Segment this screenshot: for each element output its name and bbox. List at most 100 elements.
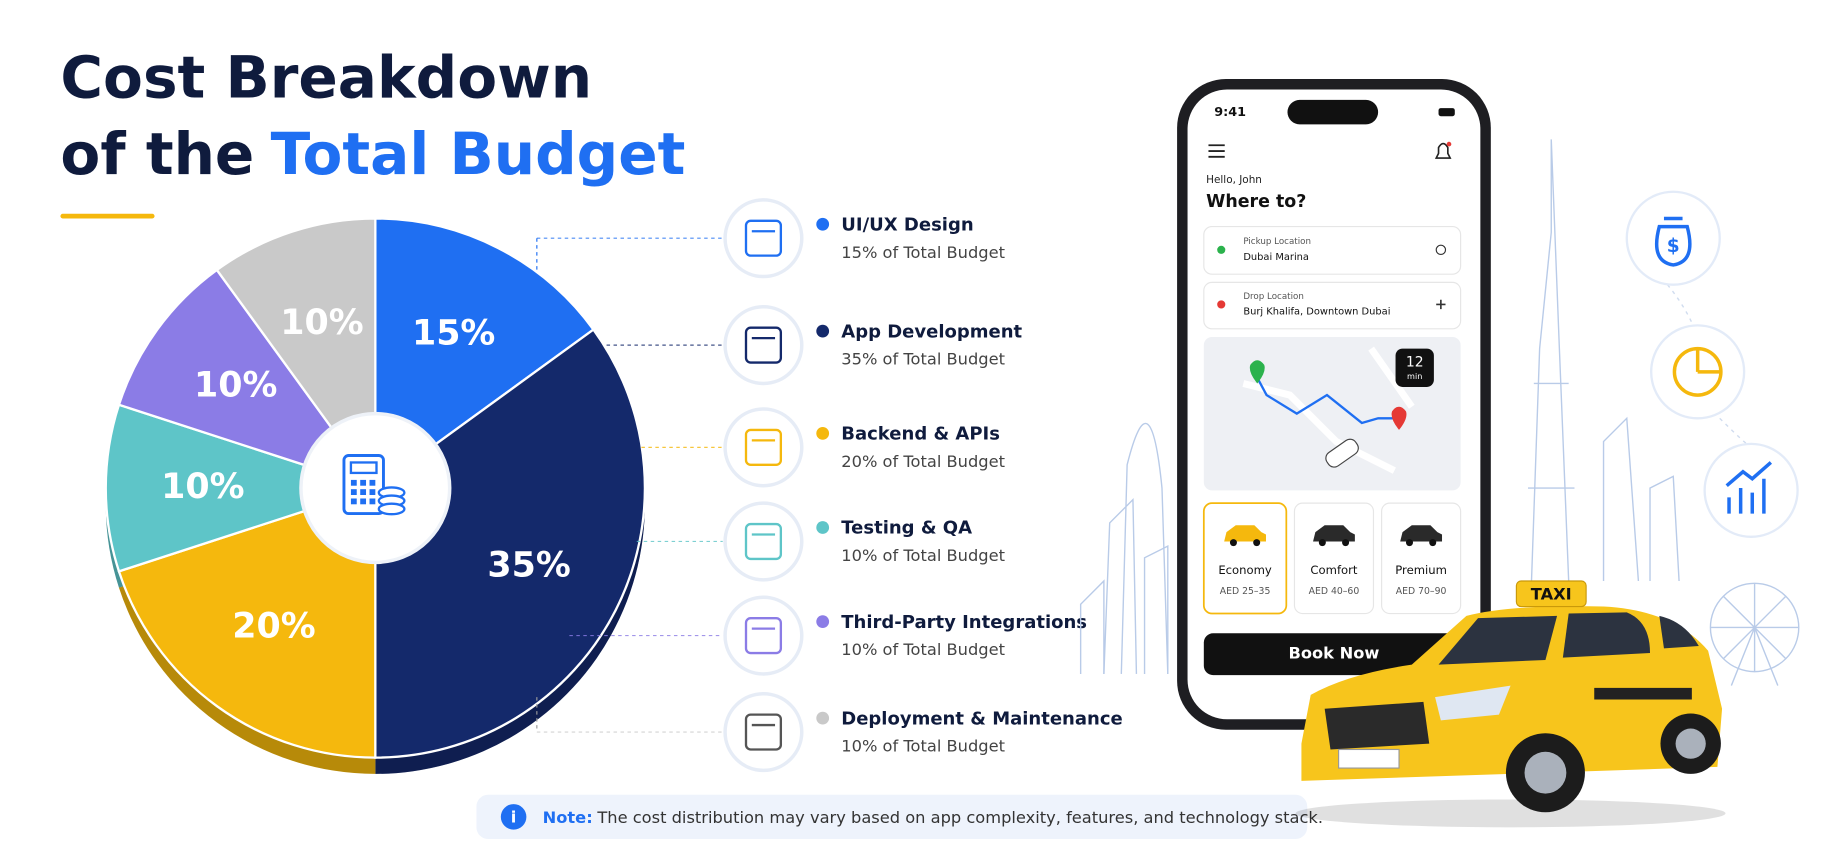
- taxi: TAXI: [1295, 580, 1726, 828]
- slice: [104, 403, 380, 573]
- legend-description: 35% of Total Budget: [841, 350, 1005, 369]
- notification-dot: [1446, 141, 1452, 147]
- ride-car-wheel: [1429, 539, 1437, 547]
- pie-icon-lines: [1695, 348, 1721, 374]
- taxi-sign-label: TAXI: [1531, 584, 1572, 603]
- legend-icon-circle: [723, 198, 804, 279]
- slice: [215, 217, 377, 492]
- headlight: [1435, 685, 1511, 721]
- ride-car-wheel: [1253, 539, 1261, 547]
- drop-card[interactable]: [1203, 281, 1462, 330]
- book-button[interactable]: [1203, 633, 1476, 676]
- money-bag-icon: [1654, 216, 1692, 267]
- legend-dot: [816, 427, 830, 440]
- ride-car-wheel: [1229, 539, 1237, 547]
- map-roads: [1242, 346, 1415, 474]
- locate-icon[interactable]: [1435, 244, 1447, 256]
- map-car: [1325, 438, 1359, 468]
- ride-price: AED 70–90: [1396, 586, 1447, 597]
- legend-description: 10% of Total Budget: [841, 640, 1005, 659]
- legend-icon-circle: [723, 305, 804, 386]
- ride-car-icon: [1313, 525, 1355, 542]
- legend-dot: [816, 324, 830, 338]
- slice-label: 35%: [487, 545, 570, 585]
- legend-label: Testing & QA: [841, 518, 972, 539]
- start-pin: [1249, 360, 1265, 384]
- calculator-screen: [349, 461, 378, 475]
- legend-description: 20% of Total Budget: [841, 452, 1005, 471]
- menu-icon[interactable]: [1208, 144, 1225, 158]
- calculator-key: [369, 489, 376, 496]
- ferris-spokes: [1710, 583, 1799, 686]
- calculator-key: [350, 498, 357, 505]
- legend-icon-circle: [723, 691, 804, 773]
- taxi-sign: [1515, 580, 1587, 608]
- legend-label: Third-Party Integrations: [841, 612, 1087, 633]
- legend-label: Deployment & Maintenance: [841, 708, 1122, 729]
- legend-label: Backend & APIs: [841, 424, 1000, 445]
- legend-icon: [744, 219, 783, 257]
- eta-bubble: [1395, 348, 1434, 387]
- phone: 9:41 Hello, John Where to? Pickup Locati…: [1177, 79, 1491, 730]
- checker-stripe: [1594, 687, 1692, 700]
- bell-icon[interactable]: [1434, 142, 1452, 159]
- ride-price: AED 40–60: [1309, 586, 1360, 597]
- pickup-card[interactable]: [1203, 226, 1462, 275]
- ride-car-wheel: [1318, 539, 1326, 547]
- legend-icon: [744, 522, 783, 561]
- title-prefix: of the: [60, 120, 254, 188]
- ride-car-icon: [1400, 525, 1443, 542]
- slice-label: 10%: [280, 303, 363, 343]
- ride-car-wheel: [1342, 539, 1350, 547]
- license-plate: [1338, 748, 1400, 769]
- side-icons: $: [1625, 190, 1799, 538]
- legend-icon: [744, 326, 783, 364]
- calculator-key: [360, 489, 367, 496]
- ride-card[interactable]: [1381, 502, 1462, 615]
- icon-circle: [1625, 190, 1721, 286]
- growth-icon: [1725, 461, 1773, 514]
- legend-icon: [744, 428, 783, 466]
- building: [1079, 545, 1169, 674]
- legend-label: UI/UX Design: [841, 214, 973, 235]
- title-line-1: Cost Breakdown: [60, 43, 592, 111]
- taxi-grille: [1324, 701, 1430, 750]
- title-underline: [60, 213, 155, 219]
- ride-card[interactable]: [1293, 502, 1375, 615]
- calculator-icon: [342, 454, 385, 516]
- slice-label: 10%: [194, 366, 277, 406]
- legend-dot: [816, 711, 830, 725]
- ride-car-wheel: [1406, 539, 1413, 547]
- slice-label: 20%: [232, 607, 315, 647]
- slice: [117, 268, 379, 491]
- ride-options: Economy AED 25–35 Comfort AED 40–60 Premium A…: [1202, 502, 1462, 615]
- calculator-key: [369, 479, 376, 486]
- pickup-value: Dubai Marina: [1243, 252, 1309, 263]
- eta-unit: min: [1407, 371, 1422, 381]
- legend-icon-circle: [723, 595, 804, 676]
- ride-card[interactable]: [1202, 502, 1288, 615]
- book-button-label[interactable]: Book Now: [1288, 644, 1379, 663]
- legend-icon-circle: [723, 501, 804, 582]
- note: Note: The cost distribution may vary base…: [543, 808, 1323, 827]
- note-box: [476, 794, 1308, 839]
- tower: [1528, 139, 1575, 582]
- legend: UI/UX Design 15% of Total Budget App Devel…: [536, 198, 1123, 773]
- rear-rim: [1675, 728, 1706, 759]
- slice-label: 10%: [161, 467, 244, 507]
- calculator-key: [369, 498, 376, 505]
- taxi-shadow: [1295, 799, 1726, 828]
- taxi-rear-window: [1659, 615, 1699, 649]
- slice: [117, 486, 377, 759]
- add-icon[interactable]: [1436, 299, 1446, 310]
- slice: [374, 217, 596, 491]
- legend-icon: [744, 617, 783, 655]
- calculator-key: [350, 489, 357, 496]
- pickup-dot: [1217, 245, 1226, 254]
- eta-value: 12: [1406, 355, 1424, 371]
- legend-icon: [744, 713, 783, 751]
- info-glyph: i: [511, 808, 517, 827]
- slice-label: 15%: [412, 313, 495, 353]
